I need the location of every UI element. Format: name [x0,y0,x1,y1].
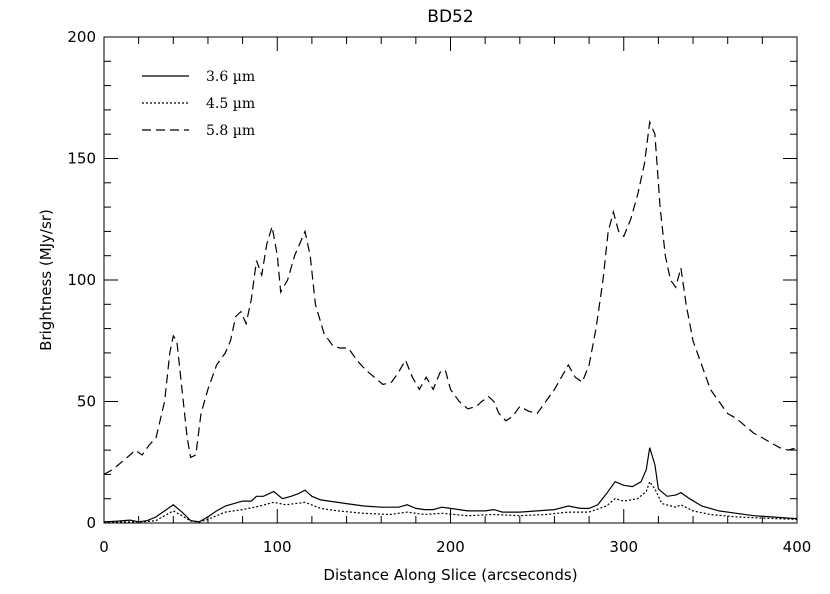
x-tick-label: 200 [436,538,465,556]
x-axis-label: Distance Along Slice (arcseconds) [323,566,577,584]
y-tick-label: 200 [67,28,96,46]
x-tick-label: 0 [99,538,109,556]
y-tick-label: 100 [67,271,96,289]
y-tick-label: 150 [67,150,96,168]
series-line-solid [103,447,798,523]
y-tick-label: 50 [77,393,96,411]
legend-label: 5.8 µm [206,123,255,139]
x-tick-label: 400 [783,538,812,556]
legend: 3.6 µm 4.5 µm 5.8 µm [142,69,255,139]
series-line-dashed [103,119,798,475]
y-axis-label: Brightness (MJy/sr) [37,209,55,351]
x-tick-label: 300 [609,538,638,556]
y-tick-label: 0 [86,514,96,532]
axis-tick-labels: 0 100 200 300 400 0 50 100 150 200 [67,28,811,556]
chart-title: BD52 [427,7,473,27]
plot-frame [103,36,798,524]
series-lines [103,119,798,523]
x-tick-label: 100 [263,538,292,556]
legend-label: 4.5 µm [206,96,255,112]
legend-label: 3.6 µm [206,69,255,85]
